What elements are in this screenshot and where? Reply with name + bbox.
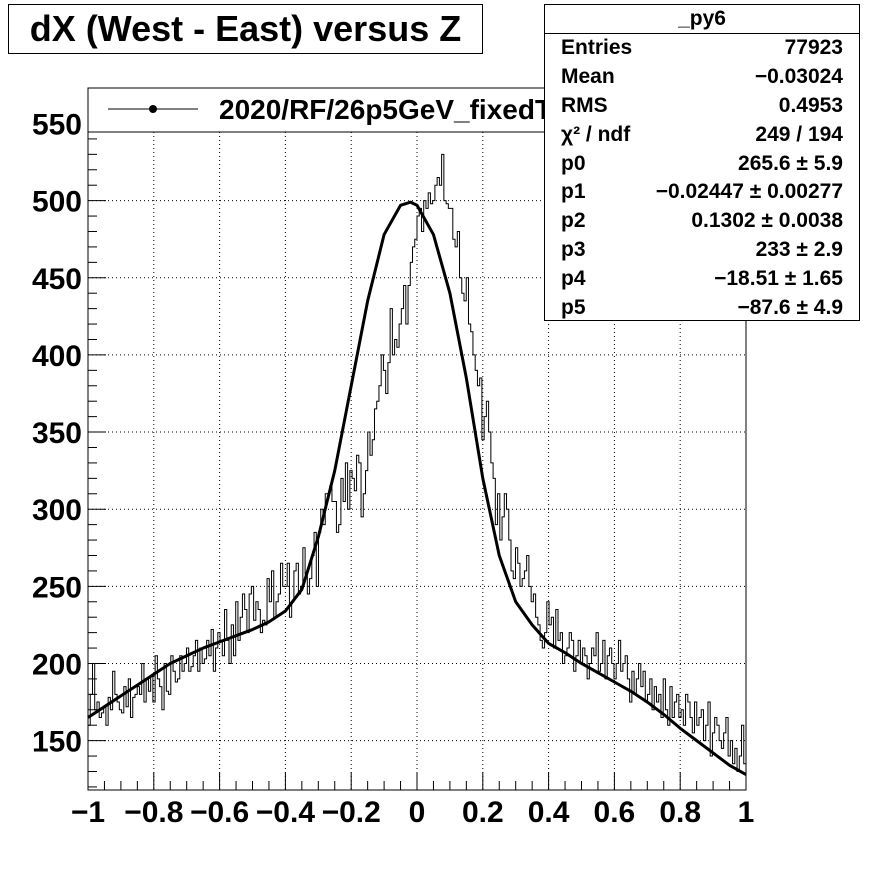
stats-row: p0 265.6 ± 5.9 — [545, 150, 859, 179]
stats-row: p4 −18.51 ± 1.65 — [545, 265, 859, 294]
x-tick-label: 1 — [738, 796, 755, 829]
stats-value: 233 ± 2.9 — [755, 238, 843, 262]
stats-label: p4 — [561, 267, 586, 291]
y-tick-label: 350 — [32, 417, 82, 450]
x-tick-label: −0.6 — [190, 796, 249, 829]
stats-value: 265.6 ± 5.9 — [738, 151, 843, 175]
stats-row: p3 233 ± 2.9 — [545, 236, 859, 265]
stats-row: Entries 77923 — [545, 34, 859, 63]
stats-box: _py6 Entries 77923 Mean −0.03024 RMS 0.4953 χ²… — [544, 4, 860, 321]
stats-value: −0.02447 ± 0.00277 — [655, 180, 843, 204]
legend-box — [87, 87, 614, 133]
stats-value: −18.51 ± 1.65 — [714, 267, 843, 291]
y-tick-label: 150 — [32, 726, 82, 759]
y-tick-label: 250 — [32, 571, 82, 604]
stats-value: −0.03024 — [754, 64, 843, 88]
stats-label: χ² / ndf — [561, 122, 631, 146]
x-tick-label: 0.4 — [528, 796, 570, 829]
stats-label: p5 — [561, 296, 586, 320]
x-tick-label: 0 — [409, 796, 426, 829]
fit-curve — [87, 200, 747, 776]
stats-value: 0.4953 — [778, 93, 843, 117]
x-tick-label: 0.2 — [462, 796, 504, 829]
histogram-series — [88, 153, 746, 772]
stats-label: p3 — [561, 238, 586, 262]
x-tick-label: −1 — [71, 796, 105, 829]
stats-row: p5 −87.6 ± 4.9 — [545, 294, 859, 323]
stats-value: −87.6 ± 4.9 — [737, 296, 843, 320]
stats-row: p2 0.1302 ± 0.0038 — [545, 207, 859, 236]
y-tick-label: 500 — [32, 186, 82, 219]
stats-label: p2 — [561, 209, 586, 233]
y-tick-label: 400 — [32, 340, 82, 373]
stats-label: p1 — [561, 180, 586, 204]
stats-row: p1 −0.02447 ± 0.00277 — [545, 178, 859, 207]
stats-value: 0.1302 ± 0.0038 — [691, 209, 843, 233]
stats-row: Mean −0.03024 — [545, 63, 859, 92]
stats-label: RMS — [561, 93, 608, 117]
x-tick-label: −0.2 — [322, 796, 381, 829]
plot-title: dX (West - East) versus Z — [8, 4, 483, 54]
stats-label: Mean — [561, 64, 615, 88]
stats-row: χ² / ndf 249 / 194 — [545, 121, 859, 150]
stats-value: 249 / 194 — [755, 122, 843, 146]
y-tick-label: 200 — [32, 648, 82, 681]
stats-label: Entries — [561, 36, 633, 59]
legend-point-marker — [149, 105, 157, 113]
y-tick-label: 300 — [32, 494, 82, 527]
x-tick-label: 0.8 — [659, 796, 701, 829]
y-tick-label: 450 — [32, 263, 82, 296]
y-tick-label: 550 — [32, 108, 82, 141]
x-tick-label: −0.8 — [124, 796, 183, 829]
x-tick-label: 0.6 — [594, 796, 636, 829]
stats-name: _py6 — [545, 5, 859, 34]
stats-value: 77923 — [784, 36, 843, 59]
x-tick-label: −0.4 — [256, 796, 316, 829]
stats-row: RMS 0.4953 — [545, 92, 859, 121]
stats-label: p0 — [561, 151, 586, 175]
